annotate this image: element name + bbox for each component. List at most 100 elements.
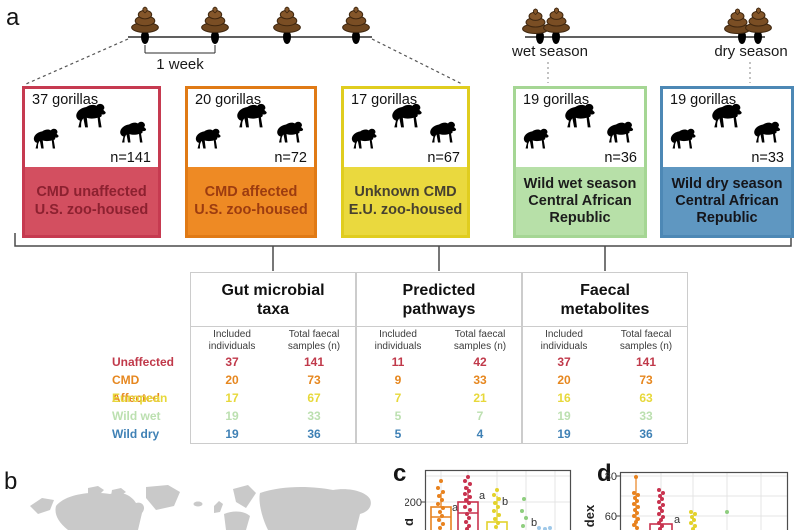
map-greenland [146, 485, 180, 510]
group-box-wild-dry: 19 gorillas n=33 Wild dry season Central… [660, 86, 794, 238]
table-cell: 33 [307, 409, 321, 423]
group-sample-area: 20 gorillas n=72 [188, 89, 314, 167]
table-cell: 16 [557, 391, 571, 405]
table-subheader: Total faecal samples (n) [619, 329, 673, 352]
group-label-line: Republic [696, 209, 758, 226]
table-cell: 19 [557, 409, 571, 423]
gorilla-icon [752, 121, 785, 143]
sample-dot [141, 30, 149, 44]
table-row: 19 33 [191, 407, 355, 425]
table-row: 16 63 [523, 389, 687, 407]
week-bracket [144, 45, 216, 54]
table-cell: 36 [307, 427, 321, 441]
panel-a-label: a [6, 4, 20, 31]
group-sample-area: 19 gorillas n=33 [663, 89, 791, 167]
sample-dot [552, 30, 560, 44]
gorilla-icon [390, 103, 427, 128]
panel-c-plot: 200 d a a [405, 469, 572, 530]
group-label: CMD affected U.S. zoo-housed [188, 167, 314, 235]
table-cell: 33 [639, 409, 653, 423]
poop-icon [541, 7, 572, 33]
table-cell: 20 [225, 373, 239, 387]
group-label-line: U.S. zoo-housed [194, 202, 308, 218]
poop-icon [129, 6, 161, 33]
table-cell: 141 [635, 355, 657, 369]
poop-icon [199, 6, 231, 33]
table-row-label: European [112, 391, 168, 405]
panel-d-label: d [597, 460, 612, 487]
sample-dot [754, 30, 762, 44]
boxplot-series-red [649, 488, 673, 530]
table-row-label: Wild dry [112, 427, 160, 441]
gorilla-icon [32, 128, 63, 149]
plot-gridlines [621, 473, 787, 530]
group-label: Wild wet season Central African Republic [516, 167, 644, 235]
sig-letter: b [502, 496, 508, 508]
group-label: Unknown CMD E.U. zoo-housed [344, 167, 467, 235]
table-group-header: Faecal metabolites [523, 273, 687, 327]
group-label: CMD unaffected U.S. zoo-housed [25, 167, 158, 235]
table-row: 19 36 [191, 425, 355, 443]
y-tick-label: 200 [405, 497, 422, 509]
map-alaska [30, 498, 54, 514]
map-british-isles [214, 501, 223, 513]
group-label-line: CMD unaffected [36, 184, 147, 200]
sample-size-label: n=36 [604, 150, 637, 166]
map-arctic-island [88, 486, 104, 496]
gorilla-count-label: 20 gorillas [195, 92, 262, 108]
table-row-labels: Unaffected CMD Affected European Wild we… [112, 353, 188, 443]
gorilla-icon [350, 128, 381, 149]
gorilla-icon [74, 103, 111, 128]
gorilla-count-label: 19 gorillas [523, 92, 590, 108]
table-row: 37 141 [523, 353, 687, 371]
sample-size-label: n=33 [751, 150, 784, 166]
sig-letter: a [452, 502, 459, 514]
table-cell: 21 [473, 391, 487, 405]
gorilla-icon [235, 103, 272, 128]
table-cell: 19 [225, 427, 239, 441]
group-sample-area: 17 gorillas n=67 [344, 89, 467, 167]
gorilla-icon [710, 103, 747, 128]
table-cell: 4 [476, 427, 484, 441]
dashed-connector-right [371, 38, 463, 85]
table-stems [272, 246, 606, 271]
table-cell: 73 [639, 373, 653, 387]
sample-size-label: n=141 [110, 150, 151, 166]
boxplot-series-green [520, 497, 528, 528]
group-label-line: Unknown CMD [354, 184, 457, 200]
gorilla-icon [428, 121, 461, 143]
table-subheader-row: Included individuals Total faecal sample… [357, 327, 521, 353]
gorilla-icon [275, 121, 308, 143]
table-cell: 37 [225, 355, 239, 369]
summary-table: Gut microbial taxa Included individuals … [190, 272, 688, 444]
table-row-label: Wild wet [112, 409, 161, 423]
group-label-line: Republic [549, 209, 611, 226]
map-scandinavia [233, 485, 256, 508]
boxplot-series-yellow [689, 510, 697, 530]
table-cell: 7 [476, 409, 484, 423]
table-cell: 11 [391, 355, 405, 369]
gorilla-count-label: 19 gorillas [670, 92, 737, 108]
gorilla-icon [118, 121, 151, 143]
group-label-line: Central African [528, 192, 632, 209]
gorilla-count-label: 37 gorillas [32, 92, 99, 108]
table-group-header: Gut microbial taxa [191, 273, 355, 327]
table-cell: 63 [639, 391, 653, 405]
sample-dot [283, 30, 291, 44]
gorilla-icon [194, 128, 225, 149]
group-sample-area: 19 gorillas n=36 [516, 89, 644, 167]
table-row: 9 33 [357, 371, 521, 389]
map-arctic-island [111, 488, 126, 496]
map-europe [224, 511, 250, 530]
map-iceland [193, 501, 203, 507]
table-group-faecal-metabolites: Faecal metabolites Included individuals … [522, 272, 688, 444]
group-box-unaffected: 37 gorillas n=141 CMD unaffected U.S. zo… [22, 86, 161, 238]
table-cell: 141 [303, 355, 325, 369]
gorilla-icon [669, 128, 700, 149]
boxplot-series-orange [632, 475, 640, 530]
table-cell: 7 [394, 391, 402, 405]
table-subheader-row: Included individuals Total faecal sample… [191, 327, 355, 353]
poop-icon [271, 6, 303, 33]
plot-border [619, 471, 789, 530]
